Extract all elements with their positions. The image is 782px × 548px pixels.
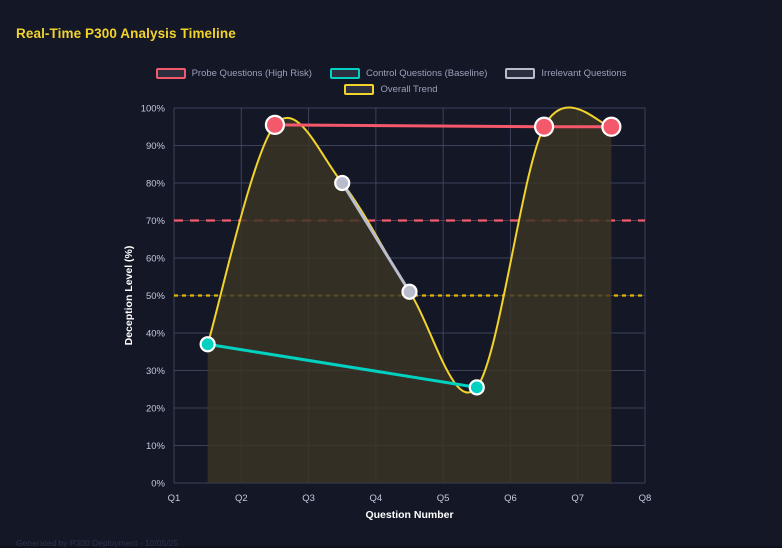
y-tick-label: 100%: [141, 104, 166, 115]
y-tick-label: 0%: [151, 479, 165, 490]
data-point[interactable]: [533, 116, 555, 137]
y-tick-label: 80%: [146, 179, 166, 190]
legend-label-probe: Probe Questions (High Risk): [191, 68, 312, 79]
x-tick-label: Q2: [235, 493, 248, 504]
x-tick-label: Q8: [639, 493, 652, 504]
legend-label-control: Control Questions (Baseline): [365, 68, 488, 79]
x-tick-label: Q5: [437, 493, 450, 504]
series-line-control: [206, 342, 479, 389]
legend-row-primary: Probe Questions (High Risk) Control Ques…: [155, 68, 626, 79]
y-axis-title: Deception Level (%): [123, 246, 135, 346]
chart-legend: Probe Questions (High Risk) Control Ques…: [0, 68, 782, 95]
data-point[interactable]: [468, 379, 485, 396]
data-point[interactable]: [401, 283, 418, 300]
data-point[interactable]: [264, 114, 286, 135]
page-title: Real-Time P300 Analysis Timeline: [16, 26, 236, 41]
y-tick-label: 10%: [146, 441, 166, 452]
legend-label-trend: Overall Trend: [380, 84, 438, 95]
x-tick-label: Q1: [168, 493, 181, 504]
data-markers: [199, 114, 622, 396]
y-tick-label: 20%: [146, 404, 166, 415]
legend-swatch-probe: [155, 68, 186, 79]
y-tick-label: 40%: [146, 329, 166, 340]
legend-item-probe[interactable]: Probe Questions (High Risk): [155, 68, 312, 79]
data-point[interactable]: [334, 174, 351, 192]
series-line-irrelevant: [340, 181, 411, 294]
legend-row-secondary: Overall Trend: [344, 84, 438, 95]
footer-note: Generated by P300 Deployment · 10/05/25: [16, 538, 179, 548]
axis-tick-labels: 0% 10% 20% 30% 40% 50% 60% 70% 80% 90% 100% Q1 Q2 Q3 Q…: [141, 104, 652, 505]
legend-swatch-control: [329, 68, 360, 79]
x-tick-label: Q7: [571, 493, 584, 504]
x-tick-label: Q4: [370, 493, 383, 504]
y-tick-label: 60%: [146, 254, 166, 265]
y-tick-label: 30%: [146, 366, 166, 377]
axis-titles: Question Number Deception Level (%): [123, 246, 454, 521]
y-tick-label: 70%: [146, 216, 166, 227]
legend-item-control[interactable]: Control Questions (Baseline): [329, 68, 488, 79]
data-point[interactable]: [199, 336, 216, 353]
y-tick-label: 90%: [146, 141, 166, 152]
legend-swatch-trend: [344, 84, 375, 95]
y-tick-label: 50%: [146, 291, 166, 302]
legend-item-irrelevant[interactable]: Irrelevant Questions: [505, 68, 626, 79]
x-tick-label: Q3: [302, 493, 315, 504]
legend-label-irrelevant: Irrelevant Questions: [541, 68, 627, 79]
x-axis-title: Question Number: [365, 509, 453, 521]
legend-swatch-irrelevant: [505, 68, 536, 79]
data-point[interactable]: [601, 116, 622, 137]
x-tick-label: Q6: [504, 493, 517, 504]
legend-item-trend[interactable]: Overall Trend: [344, 84, 438, 95]
